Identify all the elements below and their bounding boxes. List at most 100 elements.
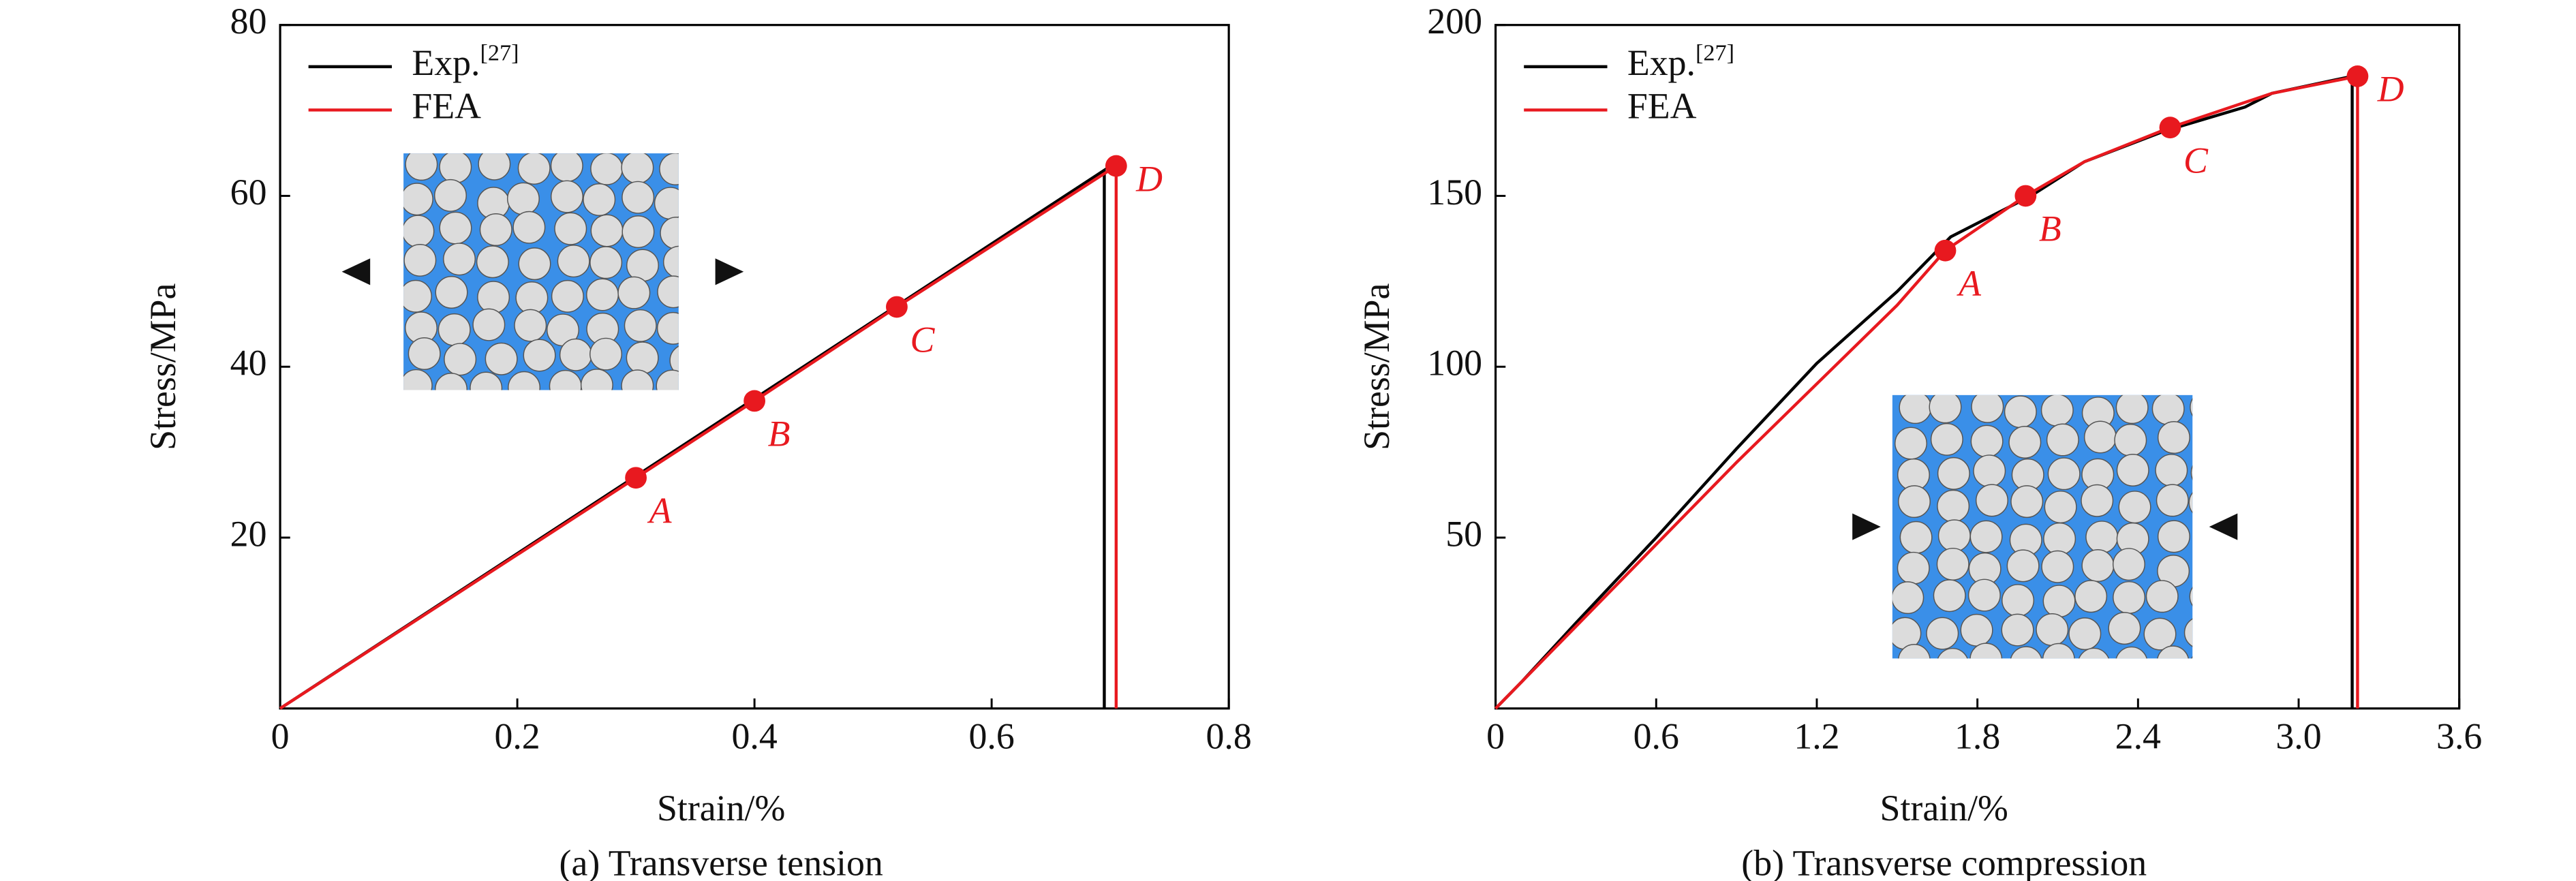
x-tick-label: 3.0 — [2275, 716, 2321, 757]
x-axis-label: Strain/% — [1880, 788, 2008, 829]
fiber — [2083, 420, 2117, 454]
fiber — [2010, 485, 2044, 519]
y-tick-label: 80 — [230, 1, 267, 42]
x-tick-label: 1.8 — [1954, 716, 2000, 757]
x-tick-label: 0.2 — [494, 716, 540, 757]
fiber — [590, 214, 624, 247]
fiber — [656, 369, 679, 390]
x-axis-label: Strain/% — [657, 788, 785, 829]
fiber — [550, 180, 583, 213]
fiber — [2193, 555, 2224, 586]
fiber — [1926, 617, 1959, 650]
legend-superscript: [27] — [1696, 40, 1734, 66]
fiber — [559, 338, 592, 371]
legend-name: Exp. — [1627, 42, 1696, 83]
fiber — [2010, 646, 2042, 659]
fiber — [621, 369, 654, 390]
fiber — [557, 245, 590, 278]
fiber — [1969, 643, 2003, 659]
point-marker — [886, 296, 908, 318]
fibers — [403, 153, 679, 390]
fiber — [2112, 548, 2145, 581]
fiber — [654, 187, 679, 220]
fiber — [2002, 584, 2035, 617]
fiber — [2036, 613, 2069, 647]
x-tick-label: 1.2 — [1794, 716, 1839, 757]
fiber — [517, 153, 551, 185]
fiber — [2191, 655, 2193, 659]
point-label: A — [1957, 263, 1982, 304]
fiber — [2190, 398, 2193, 417]
fiber — [2157, 645, 2190, 659]
y-axis-label: Stress/MPa — [1356, 283, 1397, 450]
fiber — [2042, 643, 2075, 659]
fiber — [2001, 613, 2034, 647]
legend-name: FEA — [412, 86, 481, 127]
fiber — [621, 153, 654, 184]
fiber — [2043, 522, 2076, 555]
fiber — [1937, 489, 1970, 523]
fiber — [2041, 550, 2074, 583]
fiber — [549, 369, 582, 390]
x-tick-label: 0 — [271, 716, 290, 757]
fiber — [1897, 485, 1931, 519]
fiber — [2115, 646, 2147, 659]
y-tick-label: 20 — [230, 513, 267, 554]
x-tick-label: 0.6 — [1634, 716, 1679, 757]
fiber — [2116, 454, 2149, 486]
fiber — [2042, 585, 2076, 618]
fiber — [580, 369, 613, 390]
fiber — [554, 212, 587, 245]
point-marker — [743, 390, 766, 412]
fiber — [506, 182, 540, 215]
fiber — [583, 183, 616, 216]
fiber — [408, 337, 441, 370]
x-tick-label: 0.8 — [1206, 716, 1252, 757]
x-tick-label: 0 — [1486, 716, 1505, 757]
fiber — [439, 153, 472, 184]
fiber — [403, 183, 433, 216]
fiber — [438, 313, 471, 346]
fiber — [1937, 647, 1968, 659]
fiber — [470, 371, 503, 390]
legend-name: FEA — [1627, 86, 1697, 127]
legend-label: Exp.[27] — [412, 40, 519, 84]
fiber — [1936, 547, 1969, 581]
fiber — [590, 153, 624, 185]
fiber — [1960, 613, 1993, 647]
caption: (a) Transverse tension — [559, 843, 883, 881]
fiber — [515, 281, 549, 315]
fiber — [589, 337, 622, 371]
x-tick-label: 3.6 — [2436, 716, 2482, 757]
y-tick-label: 100 — [1427, 343, 1482, 384]
fiber — [2190, 465, 2193, 480]
fiber — [662, 245, 679, 279]
point-label: A — [647, 490, 673, 531]
fiber — [2114, 424, 2147, 457]
fiber — [435, 276, 468, 309]
fiber — [586, 278, 619, 311]
fiber — [2040, 395, 2074, 427]
point-marker — [1105, 155, 1127, 177]
fiber — [485, 342, 518, 375]
fiber — [2113, 581, 2146, 614]
fiber — [2079, 647, 2109, 659]
point-marker — [1934, 239, 1957, 262]
fiber — [2156, 484, 2189, 517]
fiber — [512, 211, 546, 244]
fiber — [1967, 578, 2001, 612]
fiber — [2143, 617, 2177, 651]
arrow — [688, 258, 744, 285]
fiber — [2189, 587, 2193, 606]
fiber — [405, 153, 438, 181]
fiber — [626, 341, 659, 375]
fiber — [660, 217, 679, 249]
fiber — [435, 373, 467, 390]
series-line — [1494, 74, 2359, 710]
fiber — [479, 213, 512, 247]
point-marker — [2346, 65, 2369, 87]
y-tick-label: 50 — [1445, 513, 1482, 554]
legend-superscript: [27] — [480, 40, 519, 66]
x-tick-label: 2.4 — [2115, 716, 2161, 757]
legend-label: FEA — [412, 86, 481, 127]
